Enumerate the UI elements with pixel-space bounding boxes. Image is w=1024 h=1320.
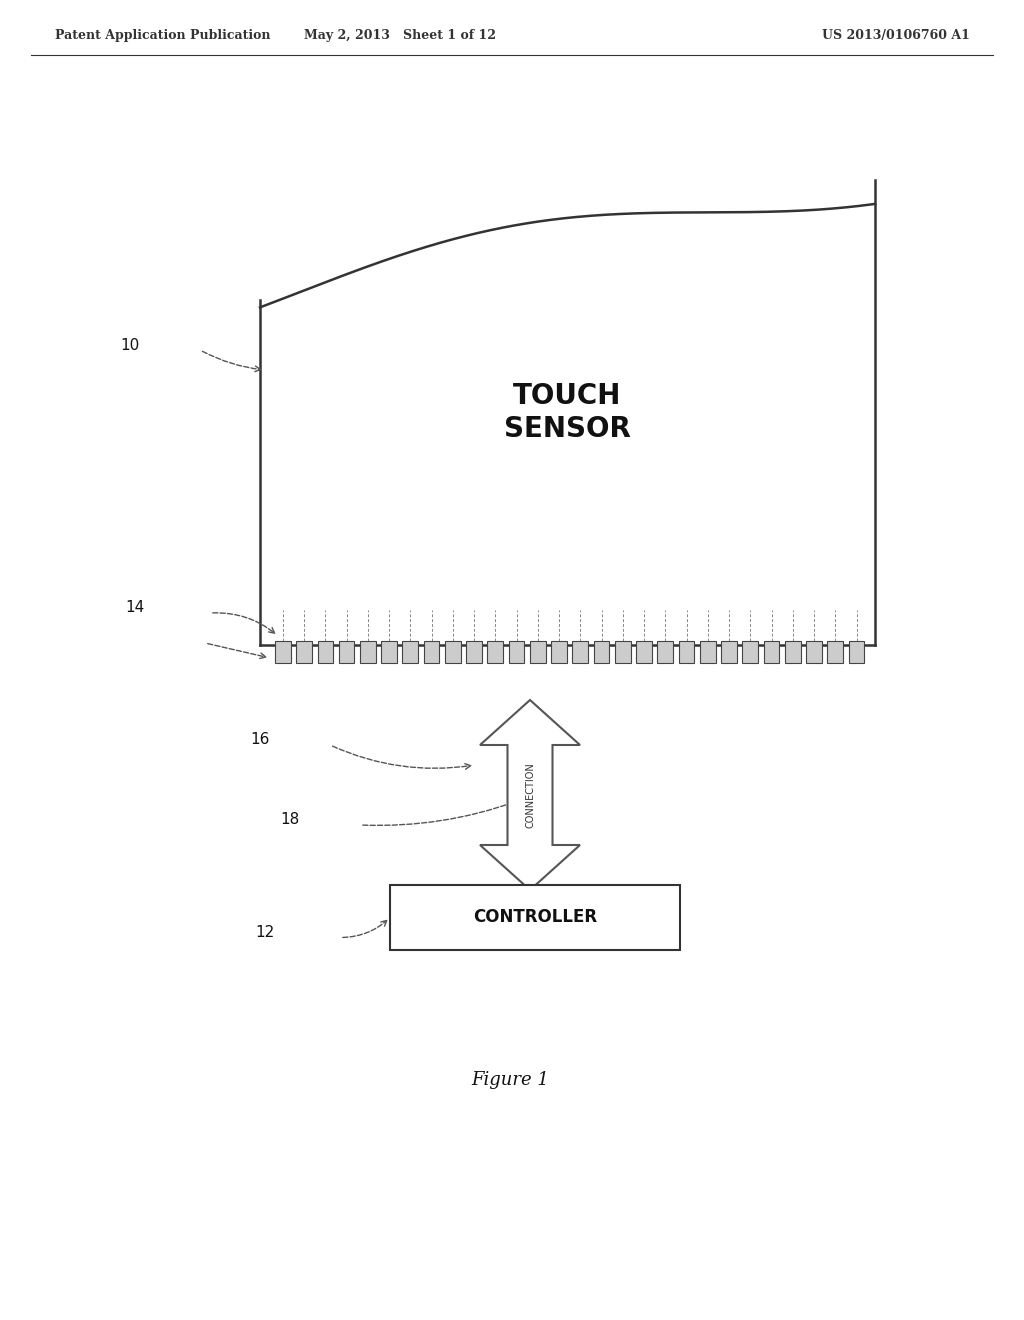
Bar [509,642,524,663]
Bar [360,642,376,663]
Bar [296,642,312,663]
Text: CONNECTION: CONNECTION [525,762,535,828]
Text: 12: 12 [256,925,275,940]
Text: May 2, 2013   Sheet 1 of 12: May 2, 2013 Sheet 1 of 12 [304,29,496,41]
Bar [594,642,609,663]
Bar [636,642,652,663]
Bar [721,642,737,663]
Bar [339,642,354,663]
Bar [551,642,567,663]
Bar [445,642,461,663]
Bar [402,642,418,663]
Text: US 2013/0106760 A1: US 2013/0106760 A1 [822,29,970,41]
Text: TOUCH
SENSOR: TOUCH SENSOR [504,383,631,442]
Text: 10: 10 [121,338,140,352]
Text: Figure 1: Figure 1 [471,1071,549,1089]
Text: 18: 18 [281,813,300,828]
Bar [317,642,333,663]
Bar [466,642,482,663]
Text: 16: 16 [251,733,270,747]
Bar [785,642,801,663]
Text: 14: 14 [126,601,145,615]
Text: Patent Application Publication: Patent Application Publication [55,29,270,41]
Text: CONTROLLER: CONTROLLER [473,908,597,927]
Bar [572,642,588,663]
Bar [806,642,822,663]
Bar [530,642,546,663]
Polygon shape [480,700,580,890]
Bar [381,642,397,663]
Bar [390,884,680,950]
Bar [487,642,503,663]
Bar [679,642,694,663]
Bar [615,642,631,663]
Bar [657,642,673,663]
Bar [424,642,439,663]
Bar [849,642,864,663]
Bar [275,642,291,663]
Bar [700,642,716,663]
Bar [827,642,843,663]
Bar [764,642,779,663]
Bar [742,642,758,663]
